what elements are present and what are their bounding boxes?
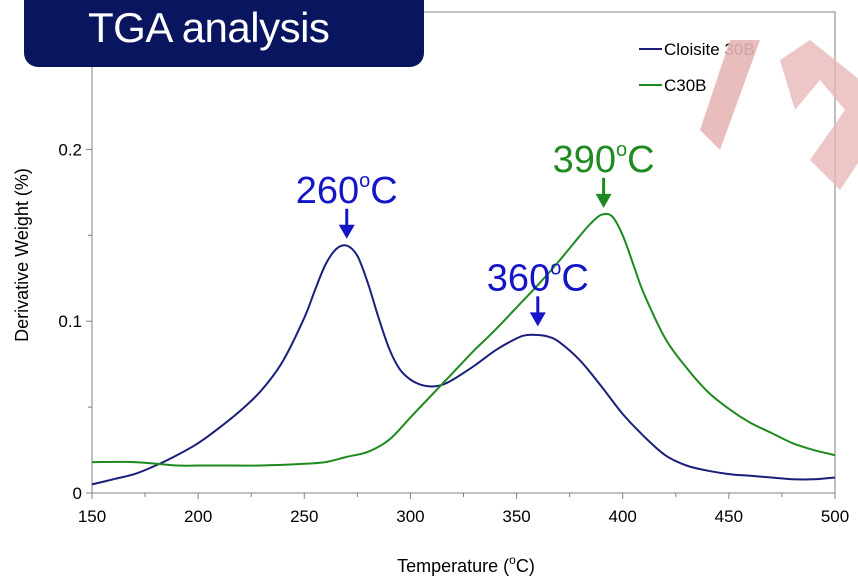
annotation-label: 360oC: [487, 257, 589, 299]
x-tick-label: 450: [715, 507, 743, 526]
plot-area: 150 200 250 300 350 400 450 500 0 0.1 0.2: [58, 11, 849, 526]
series-line-c30b: [91, 212, 836, 467]
annotation-arrowhead: [529, 312, 546, 327]
annotation-arrowhead: [595, 193, 612, 208]
x-tick-label: 350: [502, 507, 530, 526]
x-tick-label: 500: [821, 507, 849, 526]
series-line-cloisite-30b: [91, 244, 836, 486]
x-tick-label: 200: [184, 507, 212, 526]
annotation-layer: 260oC 360oC 390oC: [296, 139, 655, 327]
annotation-label: 390oC: [553, 139, 655, 181]
y-tick-label: 0.2: [58, 140, 82, 159]
y-tick-label: 0.1: [58, 312, 82, 331]
y-axis-title: Derivative Weight (%): [12, 168, 32, 342]
x-tick-label: 150: [78, 507, 106, 526]
watermark-logo: [700, 40, 858, 190]
title-banner: TGA analysis: [24, 0, 424, 67]
page-title: TGA analysis: [88, 4, 330, 51]
series-layer: [91, 212, 836, 486]
x-tick-label: 300: [396, 507, 424, 526]
x-tick-label: 250: [290, 507, 318, 526]
x-tick-label: 400: [609, 507, 637, 526]
y-tick-label: 0: [73, 484, 82, 503]
x-axis-title: Temperature (oC): [397, 553, 535, 576]
annotation-label: 260oC: [296, 170, 398, 212]
annotation-arrowhead: [338, 224, 355, 239]
legend-label-c30b: C30B: [664, 76, 707, 95]
